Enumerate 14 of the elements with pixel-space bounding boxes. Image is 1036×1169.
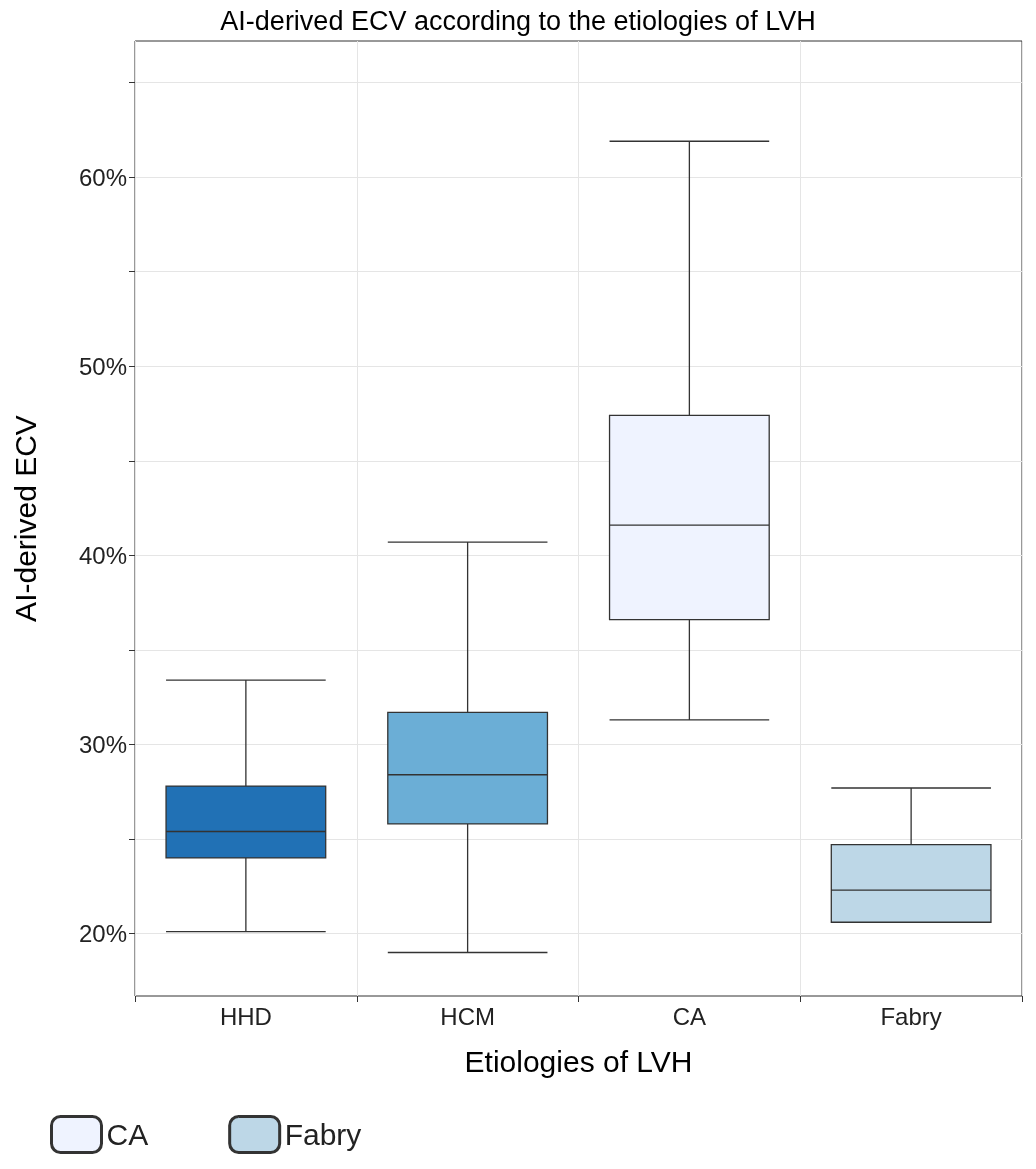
y-tick-label: 50% bbox=[78, 352, 127, 380]
x-tick-label: CA bbox=[672, 1002, 707, 1030]
x-axis-title: Etiologies of LVH bbox=[464, 1044, 693, 1078]
legend-label: CA bbox=[106, 1118, 149, 1151]
x-tick-label: HCM bbox=[440, 1002, 495, 1030]
y-tick-label: 40% bbox=[78, 541, 127, 569]
y-tick-label: 20% bbox=[78, 920, 127, 948]
chart-title: AI-derived ECV according to the etiologies of LVH bbox=[220, 5, 816, 36]
x-tick-label: Fabry bbox=[880, 1002, 942, 1030]
y-tick-label: 30% bbox=[78, 730, 127, 758]
y-axis-title: AI-derived ECV bbox=[8, 415, 42, 622]
x-tick-label: HHD bbox=[219, 1002, 272, 1030]
legend-label: Fabry bbox=[284, 1118, 362, 1151]
y-tick-label: 60% bbox=[78, 163, 127, 191]
